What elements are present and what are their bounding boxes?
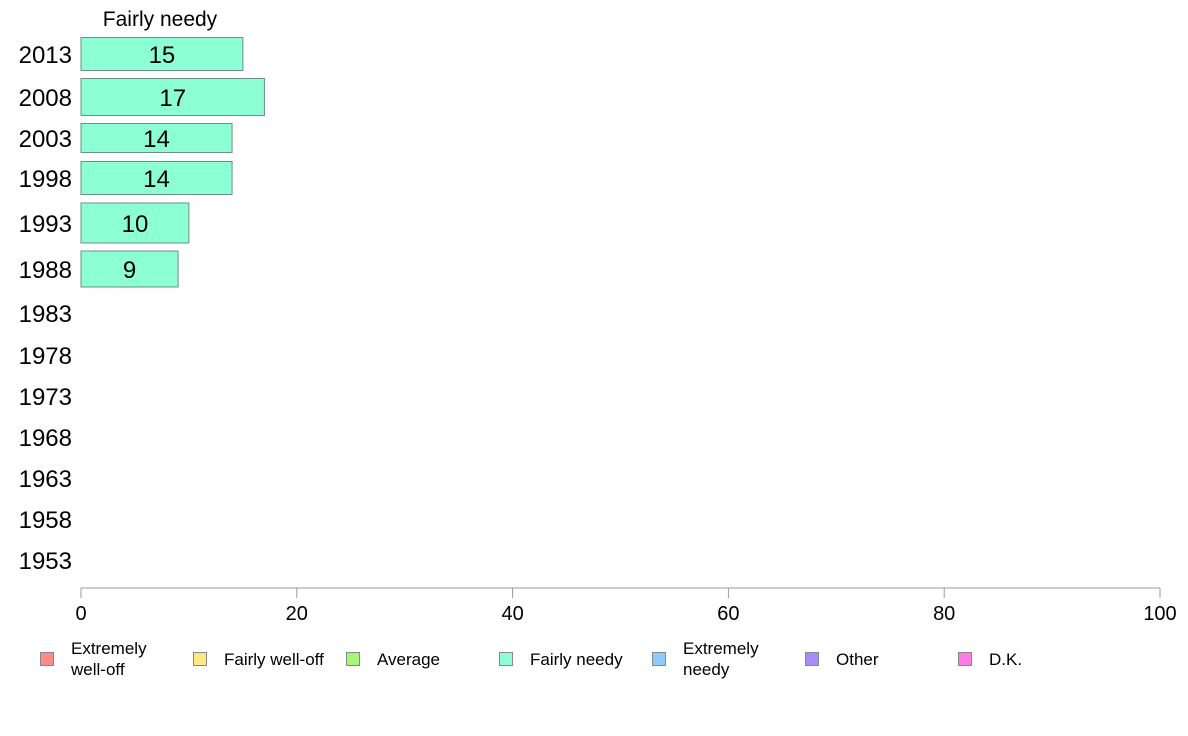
y-tick-label: 1978: [19, 343, 72, 370]
legend-item: Extremely needy: [652, 636, 772, 682]
bar-value-label: 17: [159, 85, 186, 112]
x-axis: 0 20 40 60 80 100: [75, 587, 1177, 625]
x-tick-label: 100: [1143, 603, 1176, 625]
y-axis-labels: 2013 2008 2003 1998 1993 1988 1983 1978 1973 1968…: [19, 42, 72, 575]
panel-title: Fairly needy: [103, 8, 218, 31]
y-tick-label: 2008: [19, 85, 72, 112]
x-tick-label: 40: [501, 603, 523, 625]
legend-label: Fairly needy: [530, 649, 623, 669]
x-tick-label: 20: [286, 603, 308, 625]
legend-swatch: [499, 652, 513, 666]
x-tick-label: 0: [75, 603, 86, 625]
y-tick-label: 1958: [19, 507, 72, 534]
y-tick-label: 1988: [19, 257, 72, 284]
legend-item: Average: [346, 636, 486, 682]
legend-label: Average: [377, 649, 441, 669]
legend-swatch: [193, 652, 207, 666]
bar: [80, 250, 179, 288]
x-tick-label: 80: [933, 603, 955, 625]
legend: Extremely well-off Fairly well-off Average…: [40, 636, 1160, 686]
y-tick-label: 1968: [19, 425, 72, 452]
legend-swatch: [958, 652, 972, 666]
legend-label: Extremely needy: [683, 639, 759, 679]
y-tick-label: 1953: [19, 548, 72, 575]
bar: [80, 123, 233, 153]
x-tick-label: 60: [717, 603, 739, 625]
bar: [80, 161, 233, 195]
legend-swatch: [805, 652, 819, 666]
bar-value-label: 15: [149, 42, 176, 69]
y-tick-label: 1963: [19, 466, 72, 493]
legend-swatch: [40, 652, 54, 666]
legend-swatch: [346, 652, 360, 666]
y-tick-label: 2003: [19, 126, 72, 153]
bars-layer: 15 17 14 14 10 9: [80, 37, 265, 288]
bar: [80, 78, 265, 116]
legend-label: Other: [836, 649, 879, 669]
bar-value-label: 9: [123, 257, 136, 284]
bar-value-label: 14: [143, 126, 170, 153]
y-tick-label: 1998: [19, 166, 72, 193]
legend-label: Fairly well-off: [224, 649, 324, 669]
legend-label: Extremely well-off: [71, 639, 147, 679]
y-tick-label: 1993: [19, 211, 72, 238]
legend-item: Fairly well-off: [193, 636, 343, 682]
legend-item: Other: [805, 636, 905, 682]
bar-value-label: 10: [122, 211, 149, 238]
chart: Fairly needy 15 17 14 14 10 9 2013 2008 2003 199…: [19, 8, 1177, 625]
legend-item: Extremely well-off: [40, 636, 170, 682]
bar: [80, 202, 190, 244]
legend-swatch: [652, 652, 666, 666]
y-tick-label: 2013: [19, 42, 72, 69]
y-tick-label: 1983: [19, 301, 72, 328]
legend-label: D.K.: [989, 649, 1023, 669]
y-tick-label: 1973: [19, 384, 72, 411]
legend-item: Fairly needy: [499, 636, 649, 682]
bar-value-label: 14: [143, 166, 170, 193]
bar: [80, 37, 244, 71]
legend-item: D.K.: [958, 636, 1038, 682]
